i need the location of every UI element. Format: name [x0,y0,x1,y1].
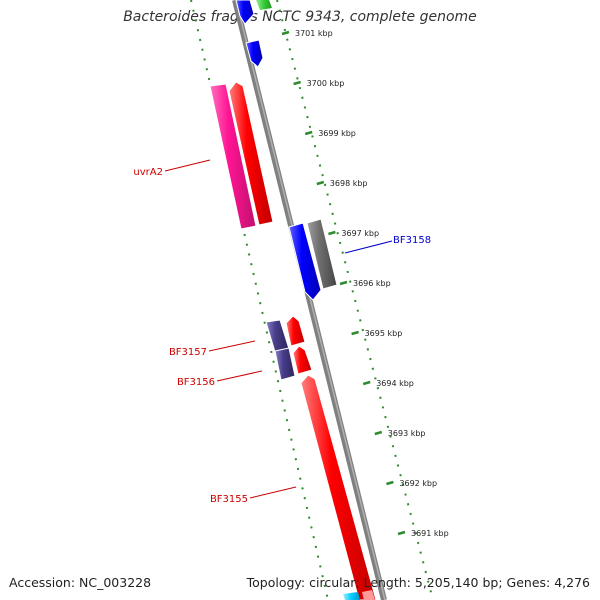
scale-tick [386,480,394,486]
scale-tick-label: 3699 kbp [318,129,356,138]
scale-tick [362,380,371,386]
outer-dotted-track [276,0,434,600]
map-title: Bacteroides fragilis NCTC 9343, complete… [123,9,477,25]
gene-BF3155[interactable] [300,374,377,600]
scale-tick [397,530,406,536]
scale-tick-label: 3696 kbp [353,279,391,288]
scale-tick-label: 3692 kbp [399,479,437,488]
scale-tick [304,130,313,136]
gene-uvrA2[interactable] [209,83,257,230]
gene-pink-partial[interactable] [362,590,375,600]
label-BF3156-text: BF3156 [177,377,215,388]
gene-red-small-1[interactable] [285,315,306,347]
label-uvrA2-text: uvrA2 [133,167,163,178]
gene-cyan-partial[interactable] [343,592,360,600]
label-BF3158[interactable]: BF3158 [344,235,431,254]
gene-red-small-2[interactable] [292,345,313,375]
scale-tick [316,180,325,186]
label-BF3155[interactable]: BF3155 [210,486,297,505]
scale-tick-label: 3691 kbp [411,529,449,538]
scale-tick [281,30,290,36]
scale-tick [293,80,301,86]
label-BF3157-text: BF3157 [169,347,207,358]
scale-tick [351,330,359,336]
accession-text: Accession: NC_003228 [9,575,152,590]
gene-BF3157[interactable] [265,319,290,353]
label-BF3156[interactable]: BF3156 [177,370,263,388]
gene-BF3156[interactable] [274,347,296,381]
scale-tick-label: 3694 kbp [376,379,414,388]
scale-tick-label: 3701 kbp [295,29,333,38]
scale-tick [328,230,336,236]
gene-BF3158[interactable] [288,222,322,301]
label-BF3155-text: BF3155 [210,494,248,505]
scale-tick [374,430,383,436]
scale-tick [339,280,348,286]
backbone-line [232,0,387,600]
scale-tick-label: 3698 kbp [330,179,368,188]
gene-grey[interactable] [306,218,338,290]
scale-tick-label: 3697 kbp [341,229,379,238]
scale-tick-label: 3695 kbp [365,329,403,338]
gene-blue-top-2[interactable] [245,39,264,68]
label-BF3157[interactable]: BF3157 [169,340,256,358]
label-uvrA2[interactable]: uvrA2 [133,159,211,178]
gene-blue-top-1[interactable] [235,0,255,25]
scale-tick-label: 3693 kbp [388,429,426,438]
genome-summary-text: Topology: circular; Length: 5,205,140 bp… [246,575,590,590]
label-BF3158-text: BF3158 [393,235,431,246]
scale-tick-label: 3700 kbp [307,79,345,88]
scale-ticks: 3701 kbp 3700 kbp 3699 kbp 3698 kbp 3697 kbp… [281,29,449,538]
gene-red-right-1[interactable] [228,81,274,226]
gene-green-partial[interactable] [256,0,272,10]
